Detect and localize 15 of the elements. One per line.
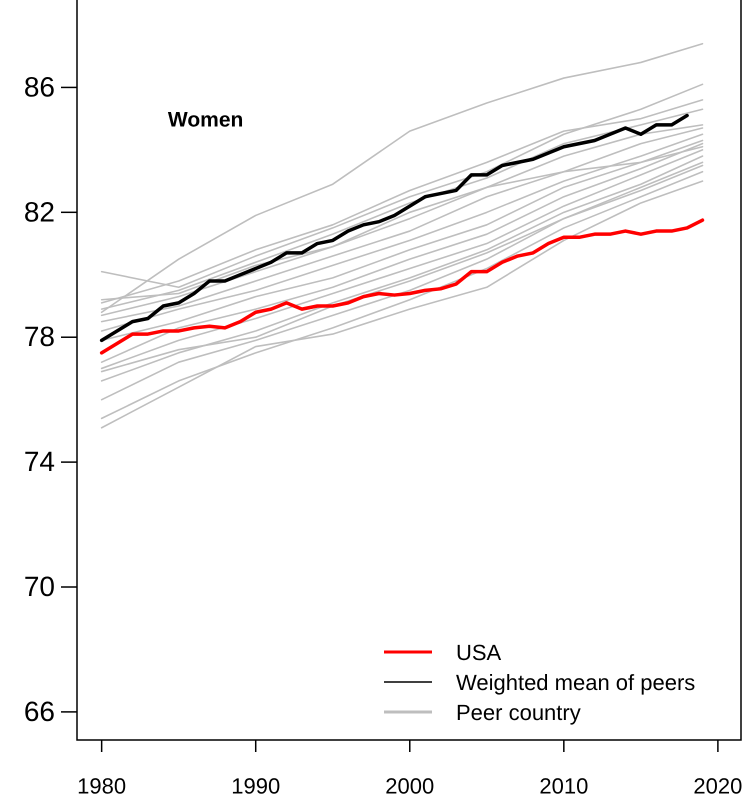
x-tick-label: 1990 bbox=[231, 774, 280, 799]
y-tick-label: 78 bbox=[24, 321, 55, 352]
x-tick-label: 2020 bbox=[693, 774, 742, 799]
legend-label: Peer country bbox=[456, 700, 581, 725]
y-tick-label: 70 bbox=[24, 570, 55, 602]
y-tick-label: 82 bbox=[24, 196, 55, 228]
x-tick-label: 2000 bbox=[385, 774, 434, 799]
legend-label: Weighted mean of peers bbox=[456, 670, 696, 695]
text: Women bbox=[168, 108, 244, 132]
y-tick-label: 66 bbox=[24, 696, 55, 727]
x-tick-label: 2010 bbox=[539, 774, 588, 799]
y-tick-label: 74 bbox=[24, 446, 55, 478]
x-tick-label: 1980 bbox=[77, 774, 126, 799]
legend-label: USA bbox=[456, 640, 502, 665]
y-tick-label: 86 bbox=[24, 71, 55, 102]
